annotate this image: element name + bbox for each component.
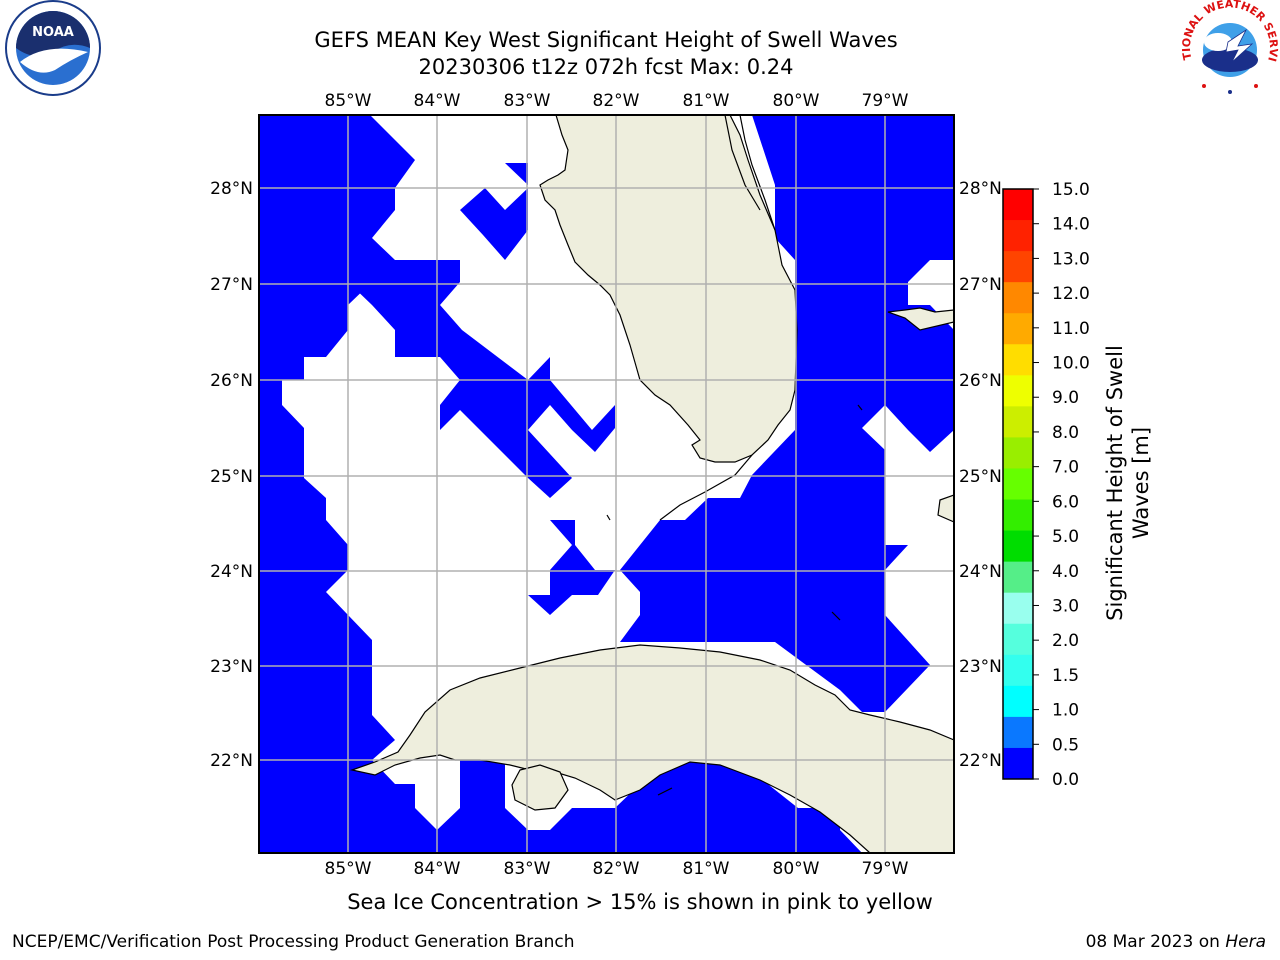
colorbar-swatch	[1003, 530, 1033, 563]
isla-juventud-land	[511, 764, 569, 811]
colorbar-swatch	[1003, 251, 1033, 283]
chart-subtitle: 20230306 t12z 072h fcst Max: 0.24	[418, 55, 794, 79]
lon-tick-top: 79°W	[862, 91, 909, 111]
colorbar-swatch	[1003, 344, 1033, 376]
lon-tick-bottom: 82°W	[593, 859, 640, 879]
bahamas-andros-land	[887, 307, 954, 331]
colorbar-tick-label: 3.0	[1052, 596, 1079, 616]
colorbar-tick-label: 12.0	[1052, 284, 1090, 304]
chart-title: GEFS MEAN Key West Significant Height of…	[314, 28, 898, 52]
footer-credit: NCEP/EMC/Verification Post Processing Pr…	[12, 932, 575, 952]
footer-host: Hera	[1225, 932, 1266, 952]
coastline-details	[606, 115, 863, 796]
colorbar-swatch	[1003, 747, 1033, 780]
lat-tick-right: 27°N	[959, 275, 1002, 295]
noaa-logo-text: NOAA	[32, 25, 74, 40]
florida-land	[539, 115, 798, 463]
colorbar-tick-label: 2.0	[1052, 631, 1079, 651]
lat-tick-right: 22°N	[959, 751, 1002, 771]
colorbar-label-line1: Significant Height of Swell	[1103, 345, 1127, 621]
nws-logo-text: NATIONAL WEATHER SERVICE	[0, 0, 1280, 63]
lon-tick-bottom: 85°W	[325, 859, 372, 879]
lat-tick-right: 25°N	[959, 467, 1002, 487]
colorbar-swatch	[1003, 623, 1033, 656]
swell-region-nw-patch2	[505, 163, 528, 185]
swell-region-nw-patch	[460, 188, 528, 260]
footer-date: 08 Mar 2023 on Hera	[1086, 932, 1266, 952]
swell-field	[259, 115, 954, 853]
lat-tick-left: 23°N	[210, 657, 253, 677]
colorbar-swatch	[1003, 592, 1033, 625]
bahamas-east-land	[937, 494, 954, 523]
footer-date-text: 08 Mar 2023 on	[1085, 932, 1226, 952]
land	[349, 115, 954, 853]
lon-tick-top: 83°W	[504, 91, 551, 111]
colorbar-tick-label: 1.0	[1052, 701, 1079, 721]
colorbar-swatch	[1003, 499, 1033, 532]
colorbar-tick-label: 10.0	[1052, 354, 1090, 374]
lat-tick-right: 26°N	[959, 371, 1002, 391]
lon-tick-top: 85°W	[325, 91, 372, 111]
colorbar-swatch	[1003, 313, 1033, 345]
colorbar-tick-label: 5.0	[1052, 527, 1079, 547]
lon-tick-top: 81°W	[683, 91, 730, 111]
colorbar-tick-label: 7.0	[1052, 458, 1079, 478]
lon-tick-bottom: 80°W	[773, 859, 820, 879]
lon-tick-top: 84°W	[414, 91, 461, 111]
lon-tick-bottom: 81°W	[683, 859, 730, 879]
swell-region-center	[528, 520, 615, 615]
colorbar-swatch	[1003, 716, 1033, 749]
colorbar-tick-label: 14.0	[1052, 215, 1090, 235]
lat-tick-right: 28°N	[959, 179, 1002, 199]
colorbar-tick-label: 9.0	[1052, 388, 1079, 408]
colorbar-frame	[1002, 188, 1034, 780]
colorbar-tick-label: 13.0	[1052, 249, 1090, 269]
lat-tick-left: 27°N	[210, 275, 253, 295]
lon-tick-bottom: 83°W	[504, 859, 551, 879]
swell-region-west	[259, 115, 862, 853]
lon-tick-bottom: 79°W	[862, 859, 909, 879]
lat-tick-right: 24°N	[959, 562, 1002, 582]
colorbar-swatch	[1003, 561, 1033, 594]
colorbar-swatch	[1003, 375, 1033, 407]
nws-logo-icon: NATIONAL WEATHER SERVICE	[0, 0, 1280, 95]
colorbar-tick-label: 11.0	[1052, 319, 1090, 339]
graticule	[259, 115, 954, 853]
swell-region-east	[620, 115, 954, 712]
lat-tick-left: 25°N	[210, 467, 253, 487]
colorbar-tick-label: 8.0	[1052, 423, 1079, 443]
colorbar-swatch	[1003, 282, 1033, 314]
lat-tick-left: 26°N	[210, 371, 253, 391]
colorbar-tick-label: 15.0	[1052, 180, 1090, 200]
colorbar-tick-label: 0.5	[1052, 735, 1079, 755]
cuba-land	[349, 644, 954, 853]
colorbar: 0.0 0.5 1.0 1.5 2.0 3.0 4.0 5.0 6.0 7.0 8.0 9.0 10.0…	[1002, 180, 1090, 790]
lon-tick-top: 82°W	[593, 91, 640, 111]
colorbar-tick-label: 1.5	[1052, 666, 1079, 686]
colorbar-tick-label: 4.0	[1052, 562, 1079, 582]
lat-tick-left: 24°N	[210, 562, 253, 582]
colorbar-tick-label: 6.0	[1052, 492, 1079, 512]
colorbar-label-line2: Waves [m]	[1129, 426, 1153, 540]
lat-tick-right: 23°N	[959, 657, 1002, 677]
colorbar-swatch	[1003, 220, 1033, 252]
lat-tick-left: 22°N	[210, 751, 253, 771]
colorbar-swatch	[1003, 437, 1033, 469]
sea-ice-note: Sea Ice Concentration > 15% is shown in …	[347, 890, 933, 914]
noaa-logo-icon: NOAA	[5, 0, 101, 96]
lon-tick-top: 80°W	[773, 91, 820, 111]
lat-tick-left: 28°N	[210, 179, 253, 199]
colorbar-swatch	[1003, 685, 1033, 718]
colorbar-tick-label: 0.0	[1052, 770, 1079, 790]
map-panel[interactable]	[258, 114, 955, 854]
svg-text:NATIONAL WEATHER SERVICE: NATIONAL WEATHER SERVICE	[0, 0, 1280, 63]
colorbar-swatch	[1003, 189, 1033, 221]
map-frame	[258, 114, 955, 854]
colorbar-swatch	[1003, 654, 1033, 687]
colorbar-swatch	[1003, 468, 1033, 501]
lon-tick-bottom: 84°W	[414, 859, 461, 879]
colorbar-swatch	[1003, 406, 1033, 438]
